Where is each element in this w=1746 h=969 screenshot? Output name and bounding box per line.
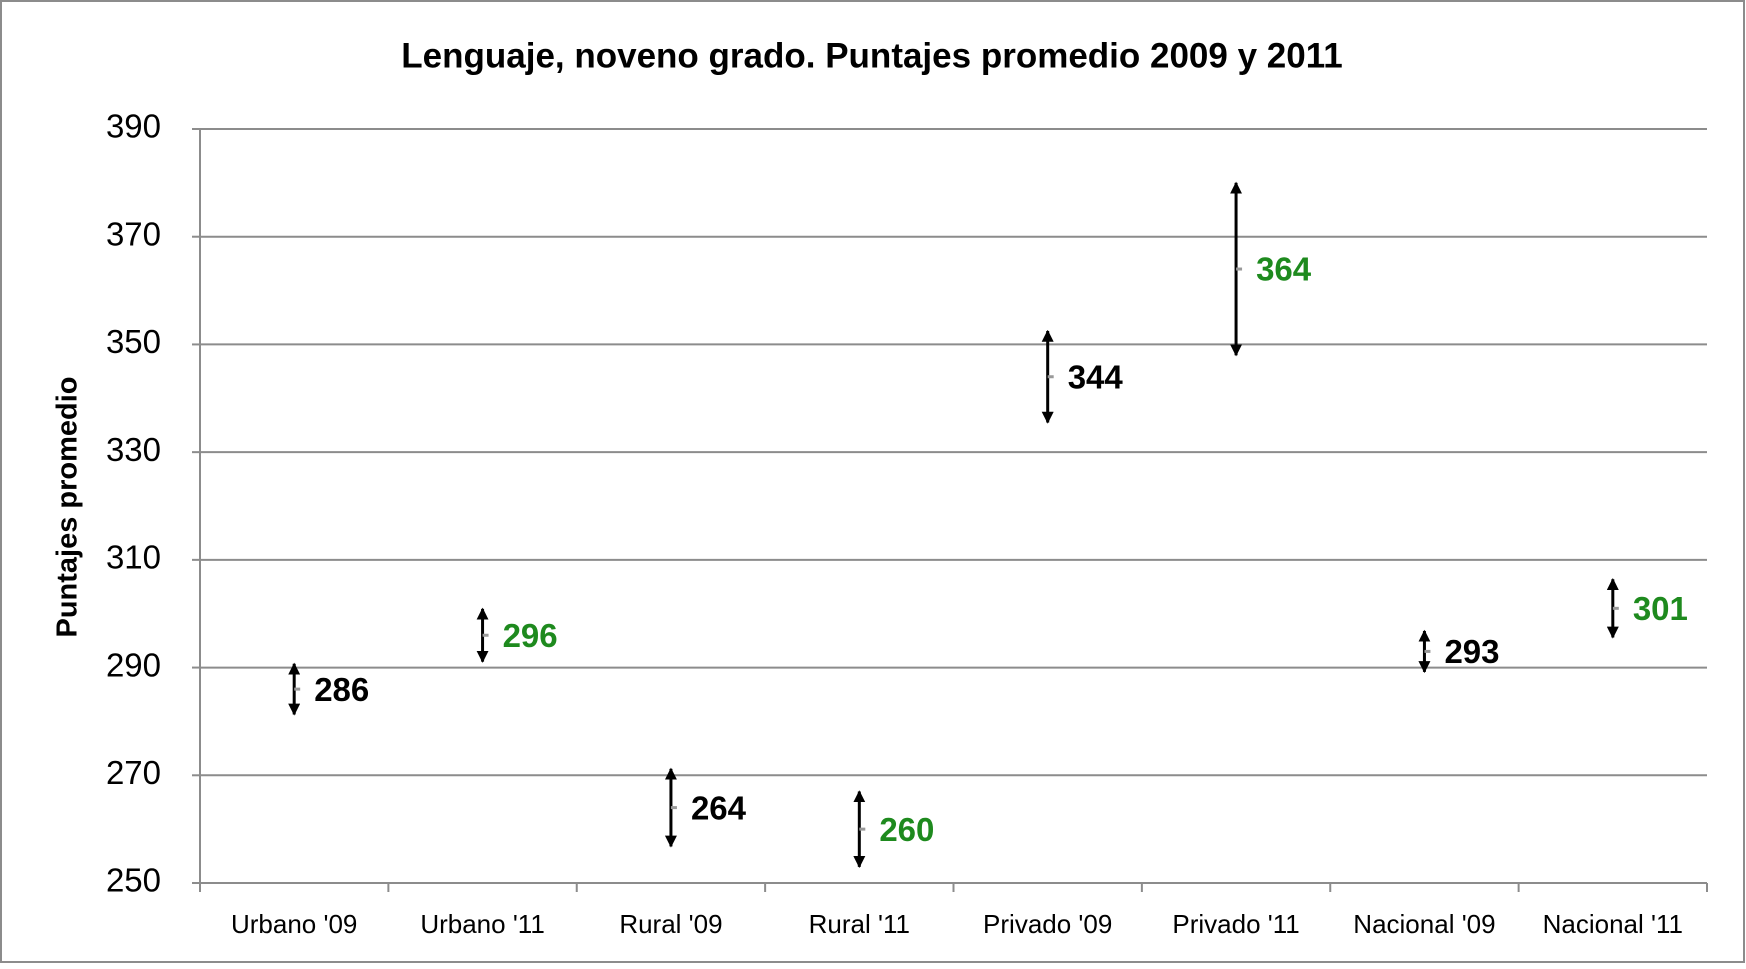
data-label: 296: [503, 617, 558, 654]
y-tick-label: 270: [106, 754, 161, 791]
y-tick-label: 250: [106, 862, 161, 899]
x-tick-label: Nacional '11: [1543, 909, 1683, 939]
x-tick-label: Rural '09: [619, 909, 722, 939]
y-axis-label: Puntajes promedio: [52, 376, 84, 637]
data-label: 286: [314, 671, 369, 708]
x-tick-label: Nacional '09: [1353, 909, 1495, 939]
data-label: 264: [691, 789, 747, 826]
data-label: 364: [1256, 251, 1312, 288]
data-label: 260: [879, 811, 934, 848]
y-tick-label: 390: [106, 108, 161, 145]
data-label: 293: [1444, 633, 1499, 670]
y-tick-label: 350: [106, 323, 161, 360]
data-label: 344: [1068, 358, 1124, 395]
y-tick-label: 330: [106, 431, 161, 468]
y-tick-label: 370: [106, 215, 161, 252]
x-tick-label: Rural '11: [809, 909, 910, 939]
x-tick-label: Urbano '09: [231, 909, 357, 939]
x-tick-label: Urbano '11: [420, 909, 544, 939]
x-tick-label: Privado '11: [1172, 909, 1299, 939]
y-tick-label: 290: [106, 646, 161, 683]
chart-title: Lenguaje, noveno grado. Puntajes promedi…: [401, 36, 1342, 75]
x-tick-label: Privado '09: [983, 909, 1112, 939]
data-label: 301: [1633, 590, 1688, 627]
y-tick-label: 310: [106, 539, 161, 576]
